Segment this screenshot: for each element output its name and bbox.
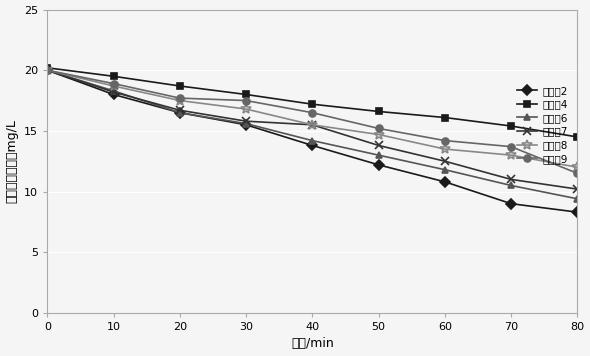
实施例8	[44, 68, 51, 72]
实施例4	[507, 124, 514, 128]
实施例8	[242, 107, 250, 111]
实施例7	[309, 123, 316, 127]
实施例9	[176, 96, 183, 100]
实施例7	[574, 187, 581, 191]
实施例9	[242, 98, 250, 103]
实施例7	[110, 90, 117, 94]
实施例6	[441, 168, 448, 172]
实施例2	[110, 92, 117, 96]
实施例2	[574, 210, 581, 214]
实施例2	[309, 143, 316, 148]
实施例9	[110, 82, 117, 86]
实施例4	[110, 74, 117, 78]
实施例4	[242, 92, 250, 96]
实施例2	[441, 180, 448, 184]
Line: 实施例6: 实施例6	[44, 67, 581, 202]
实施例4	[309, 102, 316, 106]
实施例7	[375, 143, 382, 148]
实施例9	[309, 111, 316, 115]
实施例6	[110, 89, 117, 93]
Line: 实施例7: 实施例7	[43, 66, 582, 193]
实施例9	[574, 171, 581, 176]
实施例6	[242, 121, 250, 126]
实施例4	[176, 84, 183, 88]
Line: 实施例2: 实施例2	[44, 67, 581, 216]
Line: 实施例8: 实施例8	[42, 66, 582, 172]
实施例6	[309, 138, 316, 143]
实施例9	[507, 145, 514, 149]
实施例8	[375, 132, 382, 137]
实施例2	[176, 111, 183, 115]
实施例6	[507, 183, 514, 188]
实施例4	[441, 115, 448, 120]
实施例8	[574, 165, 581, 169]
X-axis label: 时间/min: 时间/min	[291, 337, 334, 350]
实施例7	[507, 177, 514, 182]
实施例8	[441, 147, 448, 151]
实施例9	[44, 68, 51, 72]
Legend: 实施例2, 实施例4, 实施例6, 实施例7, 实施例8, 实施例9: 实施例2, 实施例4, 实施例6, 实施例7, 实施例8, 实施例9	[513, 82, 572, 168]
Line: 实施例9: 实施例9	[44, 67, 581, 177]
Line: 实施例4: 实施例4	[44, 64, 581, 140]
实施例2	[242, 123, 250, 127]
实施例8	[507, 153, 514, 157]
实施例7	[44, 68, 51, 72]
实施例9	[441, 138, 448, 143]
实施例8	[309, 123, 316, 127]
实施例6	[176, 111, 183, 115]
实施例7	[441, 159, 448, 163]
实施例8	[110, 84, 117, 88]
实施例8	[176, 98, 183, 103]
实施例2	[44, 68, 51, 72]
实施例6	[375, 153, 382, 157]
实施例2	[507, 201, 514, 206]
实施例6	[44, 68, 51, 72]
实施例4	[574, 135, 581, 139]
实施例7	[242, 119, 250, 123]
实施例6	[574, 197, 581, 201]
实施例2	[375, 163, 382, 167]
实施例9	[375, 126, 382, 131]
实施例4	[44, 66, 51, 70]
实施例4	[375, 109, 382, 114]
Y-axis label: 亚甲基蓝的浓度mg/L: 亚甲基蓝的浓度mg/L	[5, 119, 18, 203]
实施例7	[176, 108, 183, 112]
